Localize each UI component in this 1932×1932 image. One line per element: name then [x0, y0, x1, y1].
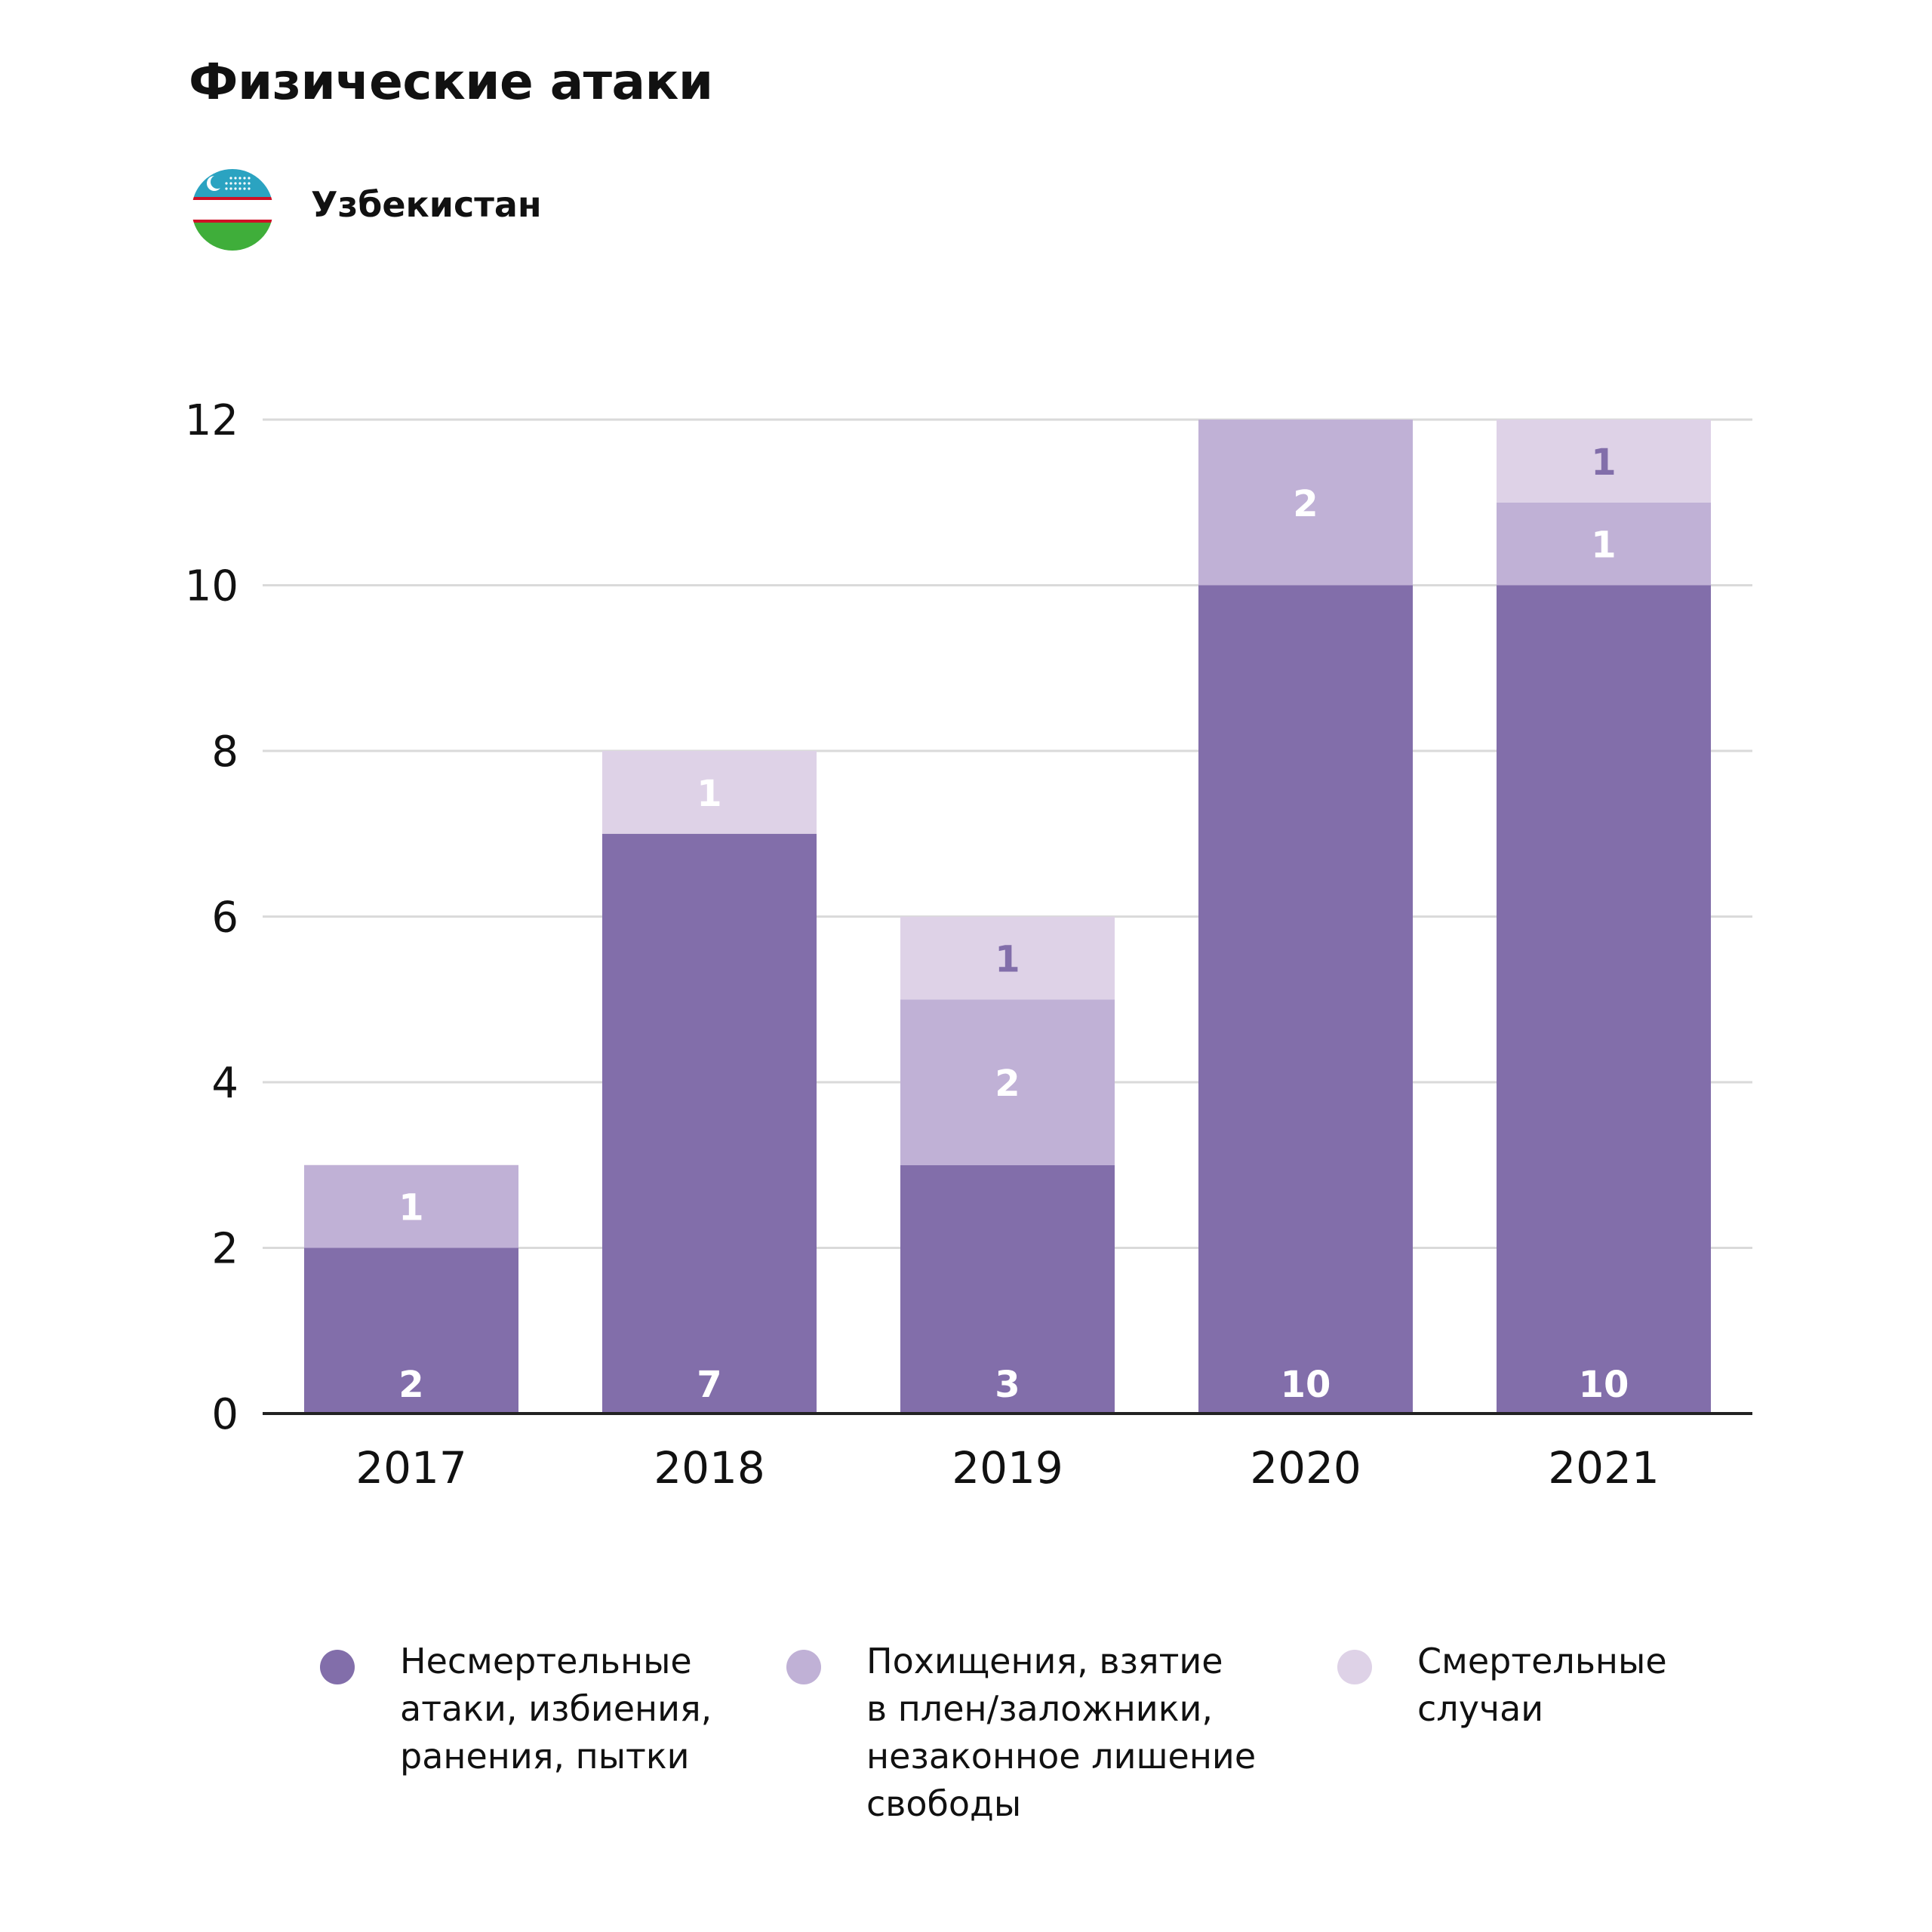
- legend-dot-kidnap-icon: [786, 1650, 821, 1684]
- bar-2017-nonfatal: [304, 1247, 518, 1414]
- x-axis-ticks: 2017 2018 2019 2020 2021: [355, 1442, 1660, 1494]
- x-tick-label-2019: 2019: [952, 1442, 1063, 1494]
- bar-2019-kidnap: [900, 999, 1115, 1165]
- y-tick-label-4: 4: [211, 1059, 238, 1108]
- legend-item-nonfatal: Несмертельные атаки, избиения, ранения, …: [320, 1638, 712, 1780]
- data-label-2020-kidnap: 2: [1293, 483, 1318, 525]
- x-tick-label-2017: 2017: [355, 1442, 467, 1494]
- data-label-2020-nonfatal: 10: [1281, 1364, 1331, 1406]
- x-tick-label-2021: 2021: [1548, 1442, 1660, 1494]
- legend-label-kidnap: Похищения, взятие в плен/заложники, неза…: [866, 1641, 1257, 1824]
- x-tick-label-2020: 2020: [1250, 1442, 1361, 1494]
- data-label-2021-kidnap: 1: [1591, 525, 1616, 567]
- y-tick-label-0: 0: [211, 1390, 238, 1439]
- bar-2021-kidnap: [1497, 502, 1711, 586]
- bar-2018-fatal: [602, 751, 817, 834]
- bar-2018-nonfatal: [602, 833, 817, 1414]
- bar-2017-kidnap: [304, 1164, 518, 1248]
- legend-dot-fatal-icon: [1337, 1650, 1372, 1684]
- x-tick-label-2018: 2018: [654, 1442, 765, 1494]
- legend-item-fatal: Смертельные случаи: [1337, 1638, 1667, 1733]
- bar-2019-nonfatal: [900, 1164, 1115, 1414]
- chart-title: Физические атаки: [189, 53, 713, 111]
- bar-2021-nonfatal: [1497, 585, 1711, 1414]
- bar-2020-kidnap: [1198, 420, 1413, 586]
- legend-label-nonfatal: Несмертельные атаки, избиения, ранения, …: [400, 1641, 712, 1777]
- data-label-2018-fatal: 1: [697, 773, 721, 815]
- country-name: Узбекистан: [311, 184, 542, 225]
- y-axis-ticks: 0 2 4 6 8 10 12: [185, 396, 238, 1439]
- data-label-2017-kidnap: 1: [398, 1187, 423, 1229]
- data-label-2017-nonfatal: 2: [398, 1364, 423, 1406]
- data-label-2019-fatal: 1: [995, 938, 1020, 980]
- data-label-2019-nonfatal: 3: [995, 1364, 1020, 1406]
- data-label-2021-fatal: 1: [1591, 441, 1616, 484]
- bar-2021-fatal: [1497, 420, 1711, 503]
- y-tick-label-10: 10: [185, 562, 238, 611]
- legend-item-kidnap: Похищения, взятие в плен/заложники, неза…: [786, 1638, 1256, 1828]
- data-label-2021-nonfatal: 10: [1579, 1364, 1629, 1406]
- data-label-2018-nonfatal: 7: [697, 1364, 721, 1406]
- bar-2020-nonfatal: [1198, 585, 1413, 1414]
- bars: [304, 420, 1711, 1414]
- legend-label-fatal: Смертельные случаи: [1417, 1641, 1667, 1729]
- y-tick-label-2: 2: [211, 1225, 238, 1274]
- legend-dot-nonfatal-icon: [320, 1650, 355, 1684]
- y-tick-label-12: 12: [185, 396, 238, 445]
- y-tick-label-8: 8: [211, 728, 238, 777]
- bar-2019-fatal: [900, 916, 1115, 1000]
- y-tick-label-6: 6: [211, 894, 238, 943]
- uzbekistan-flag-icon: [192, 169, 273, 251]
- data-label-2019-kidnap: 2: [995, 1063, 1020, 1105]
